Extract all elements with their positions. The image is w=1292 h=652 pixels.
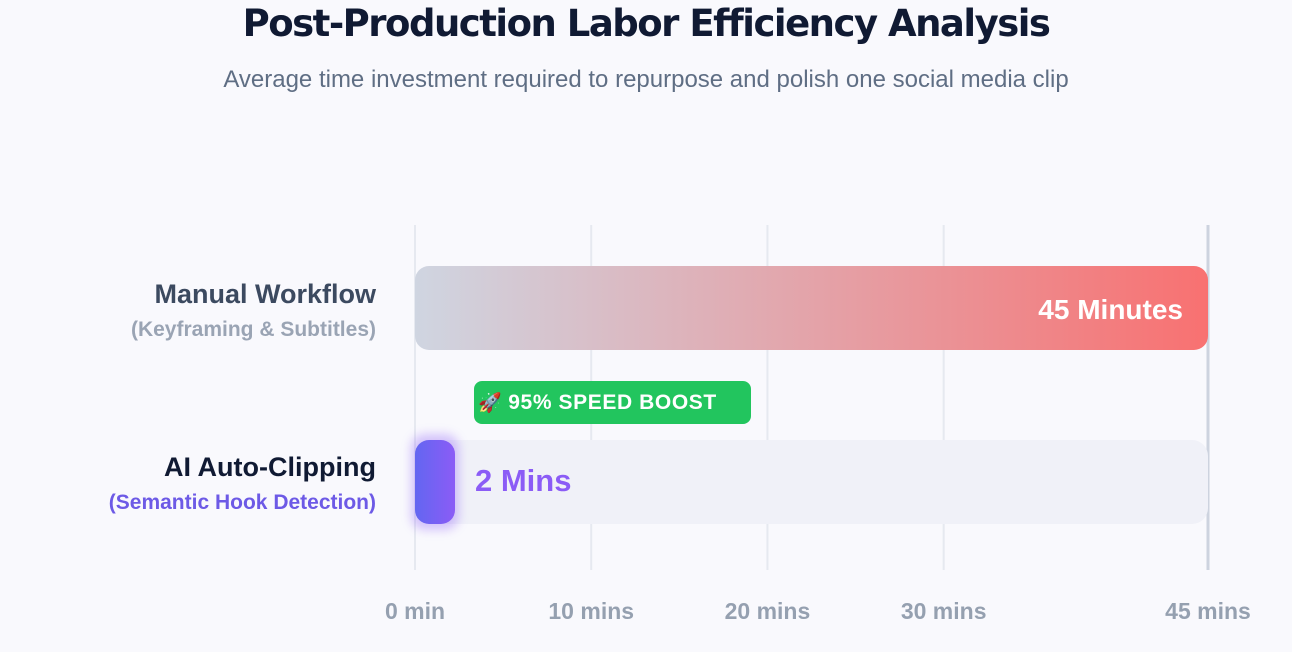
bar-track-ai [415,440,1208,524]
chart-subtitle: Average time investment required to repu… [223,66,1069,93]
category-sublabel-manual: (Keyframing & Subtitles) [130,318,376,341]
x-tick-label: 10 mins [548,598,635,624]
category-label-manual: Manual Workflow (Keyframing & Subtitles) [131,279,376,342]
value-label-manual: 45 Minutes [1038,294,1183,325]
bar-manual [415,266,1208,350]
x-tick-label: 30 mins [900,598,987,624]
chart-title: Post-Production Labor Efficiency Analysi… [242,2,1051,45]
value-label-ai: 2 Mins [475,463,572,498]
x-tick-label: 0 min [384,598,446,624]
category-sublabel-ai: (Semantic Hook Detection) [108,491,376,514]
category-name-ai: AI Auto-Clipping [164,452,376,482]
x-tick-label: 45 mins [1165,598,1251,624]
category-label-ai: AI Auto-Clipping (Semantic Hook Detectio… [109,452,376,515]
bar-ai [415,440,455,524]
category-name-manual: Manual Workflow [154,279,376,309]
speed-boost-badge: 🚀 95% SPEED BOOST [474,381,751,424]
rocket-icon: 🚀 [478,392,503,414]
x-tick-label: 20 mins [724,598,811,624]
speed-boost-text: 95% SPEED BOOST [508,390,717,414]
